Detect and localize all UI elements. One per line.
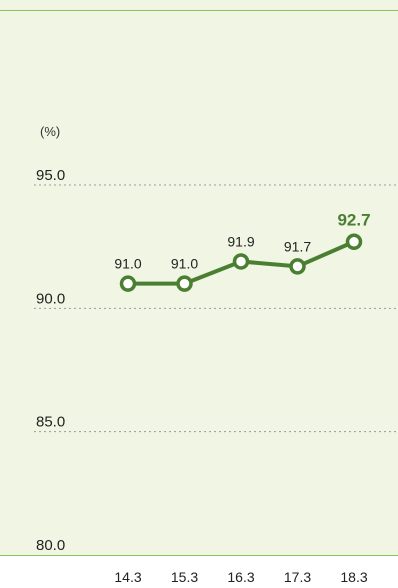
unit-label: (%)	[40, 124, 60, 139]
y-tick-label: 85.0	[36, 414, 65, 431]
top-divider	[0, 10, 398, 11]
x-tick-label: 17.3	[284, 569, 311, 585]
bottom-divider	[0, 555, 398, 556]
x-tick-label: 14.3	[114, 569, 141, 585]
x-tick-label: 18.3	[340, 569, 367, 585]
data-point	[232, 253, 250, 270]
data-label: 91.0	[114, 256, 141, 272]
y-tick-label: 95.0	[36, 167, 65, 184]
data-point	[289, 258, 306, 275]
data-label: 91.9	[227, 233, 254, 249]
x-tick-label: 15.3	[171, 569, 198, 585]
y-tick-label: 90.0	[36, 290, 65, 307]
data-label: 91.0	[171, 256, 198, 272]
y-tick-label: 80.0	[36, 537, 65, 554]
data-point	[345, 233, 363, 250]
data-point	[119, 275, 137, 292]
data-point	[176, 275, 193, 292]
data-label-highlight: 92.7	[337, 211, 370, 230]
x-tick-label: 16.3	[227, 569, 254, 585]
data-label: 91.7	[284, 238, 311, 254]
